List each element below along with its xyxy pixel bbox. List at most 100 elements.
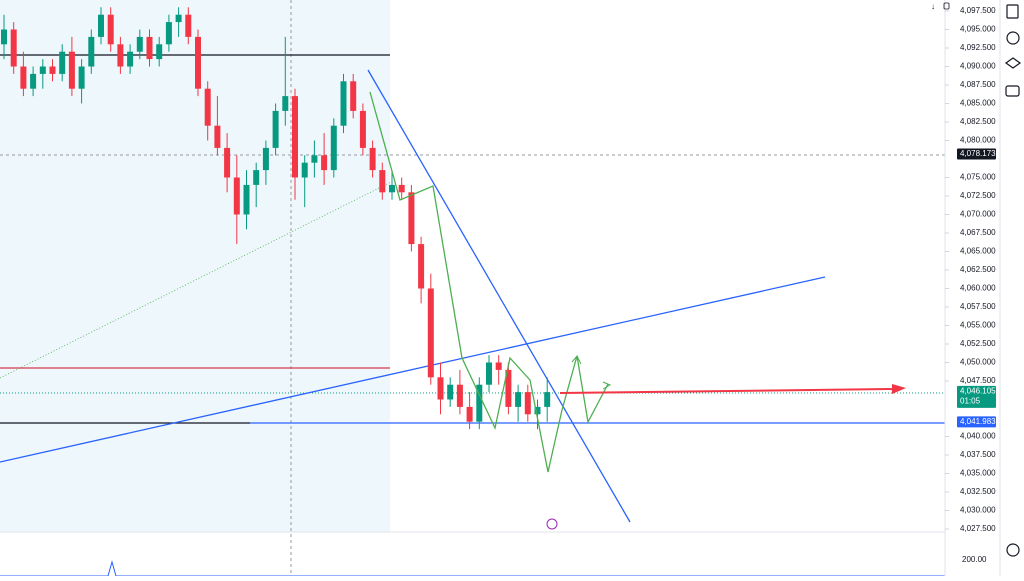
candle-body [340,81,347,126]
candle-body [359,110,366,148]
candle-body [447,384,454,400]
candle-body [204,88,211,126]
y-tick-label: 4,027.500 [960,524,996,533]
target-arrow [559,388,896,394]
y-tick-label: 4,072.500 [960,191,996,200]
candle-body [369,147,376,171]
y-tick-label: 4,052.500 [960,339,996,348]
volume-label: 200.00 [962,555,987,564]
candle-body [427,288,434,378]
candle-body [49,66,56,74]
candle-body [195,36,201,89]
candle-body [88,36,95,67]
price-badge [957,385,996,408]
candle-body [1,29,7,45]
y-tick-label: 4,082.500 [960,117,996,126]
candle-body [253,170,260,185]
candle-body [292,96,298,178]
candle-body [20,66,27,89]
y-tick-label: 4,050.000 [960,358,996,367]
chat-icon[interactable] [1005,85,1020,97]
y-tick-label: 4,062.500 [960,265,996,274]
candle-body [224,147,231,178]
y-tick-label: 4,075.000 [960,173,996,182]
candle-body [330,125,337,171]
y-tick-label: 4,035.000 [960,469,996,478]
y-tick-label: 4,055.000 [960,321,996,330]
candle-body [146,36,153,60]
candle-body [418,244,425,289]
arrow-head [892,384,906,394]
y-tick-label: 4,067.500 [960,228,996,237]
candle-body [282,96,289,111]
candle-body [243,184,250,215]
y-tick-label: 4,090.000 [960,62,996,71]
y-tick-label: 4,037.500 [960,450,996,459]
candle-body [311,155,318,163]
candle-body [127,51,134,67]
y-tick-label: 4,040.000 [960,432,996,441]
watchlist-icon[interactable] [1006,4,1019,19]
candle-body [524,392,531,415]
candle-body [262,147,269,171]
price-badge [957,148,996,160]
candle-body [214,125,221,148]
y-tick-label: 4,085.000 [960,99,996,108]
candle-body [350,81,357,111]
y-tick-label: 4,097.500 [960,6,996,15]
arrow-head [602,381,612,390]
candle-body [379,170,386,193]
scroll-icon[interactable]: ↓ [931,2,935,11]
y-tick-label: 4,092.500 [960,43,996,52]
arrow-head [571,355,582,365]
target-icon[interactable] [1006,543,1020,557]
y-tick-label: 4,065.000 [960,247,996,256]
price-badge-label: 4,046.105 [960,386,996,395]
candles [1,7,551,430]
candle-body [398,184,405,193]
y-tick-label: 4,087.500 [960,80,996,89]
y-tick-label: 4,095.000 [960,25,996,34]
candle-body [515,392,522,407]
candle-body [544,392,551,407]
candle-body [136,36,143,52]
candle-body [301,162,308,178]
countdown: 01:05 [960,396,981,405]
layers-icon[interactable] [1004,57,1022,69]
candle-body [505,369,512,407]
candle-body [486,362,492,385]
candle-body [321,155,328,171]
trend-line [367,69,631,523]
y-tick-label: 4,060.000 [960,284,996,293]
candle-body [185,14,192,37]
candle-body [165,22,172,45]
candle-body [107,14,114,45]
y-tick-label: 4,080.000 [960,136,996,145]
event-icon[interactable] [546,518,558,530]
candle-body [408,192,415,245]
y-tick-label: 4,047.500 [960,376,996,385]
candle-body [476,384,483,422]
candle-body [175,14,182,23]
candle-body [30,73,37,89]
alerts-icon[interactable] [1006,31,1020,45]
y-tick-label: 4,057.500 [960,302,996,311]
settings-icon[interactable] [943,2,950,10]
price-badge-label: 4,078.173 [960,149,996,158]
candle-body [233,177,240,215]
candle-body [78,66,85,89]
candle-body [272,110,279,148]
candle-body [59,51,66,74]
price-badge-label: 4,041.983 [960,417,996,426]
trend-line [0,276,826,463]
candle-body [68,51,75,89]
y-tick-label: 4,032.500 [960,487,996,496]
y-tick-label: 4,030.000 [960,506,996,515]
price-badge [957,416,996,428]
candle-body [117,44,124,67]
candle-body [534,406,541,415]
candle-body [456,384,463,407]
right-toolbar [1004,4,1022,557]
